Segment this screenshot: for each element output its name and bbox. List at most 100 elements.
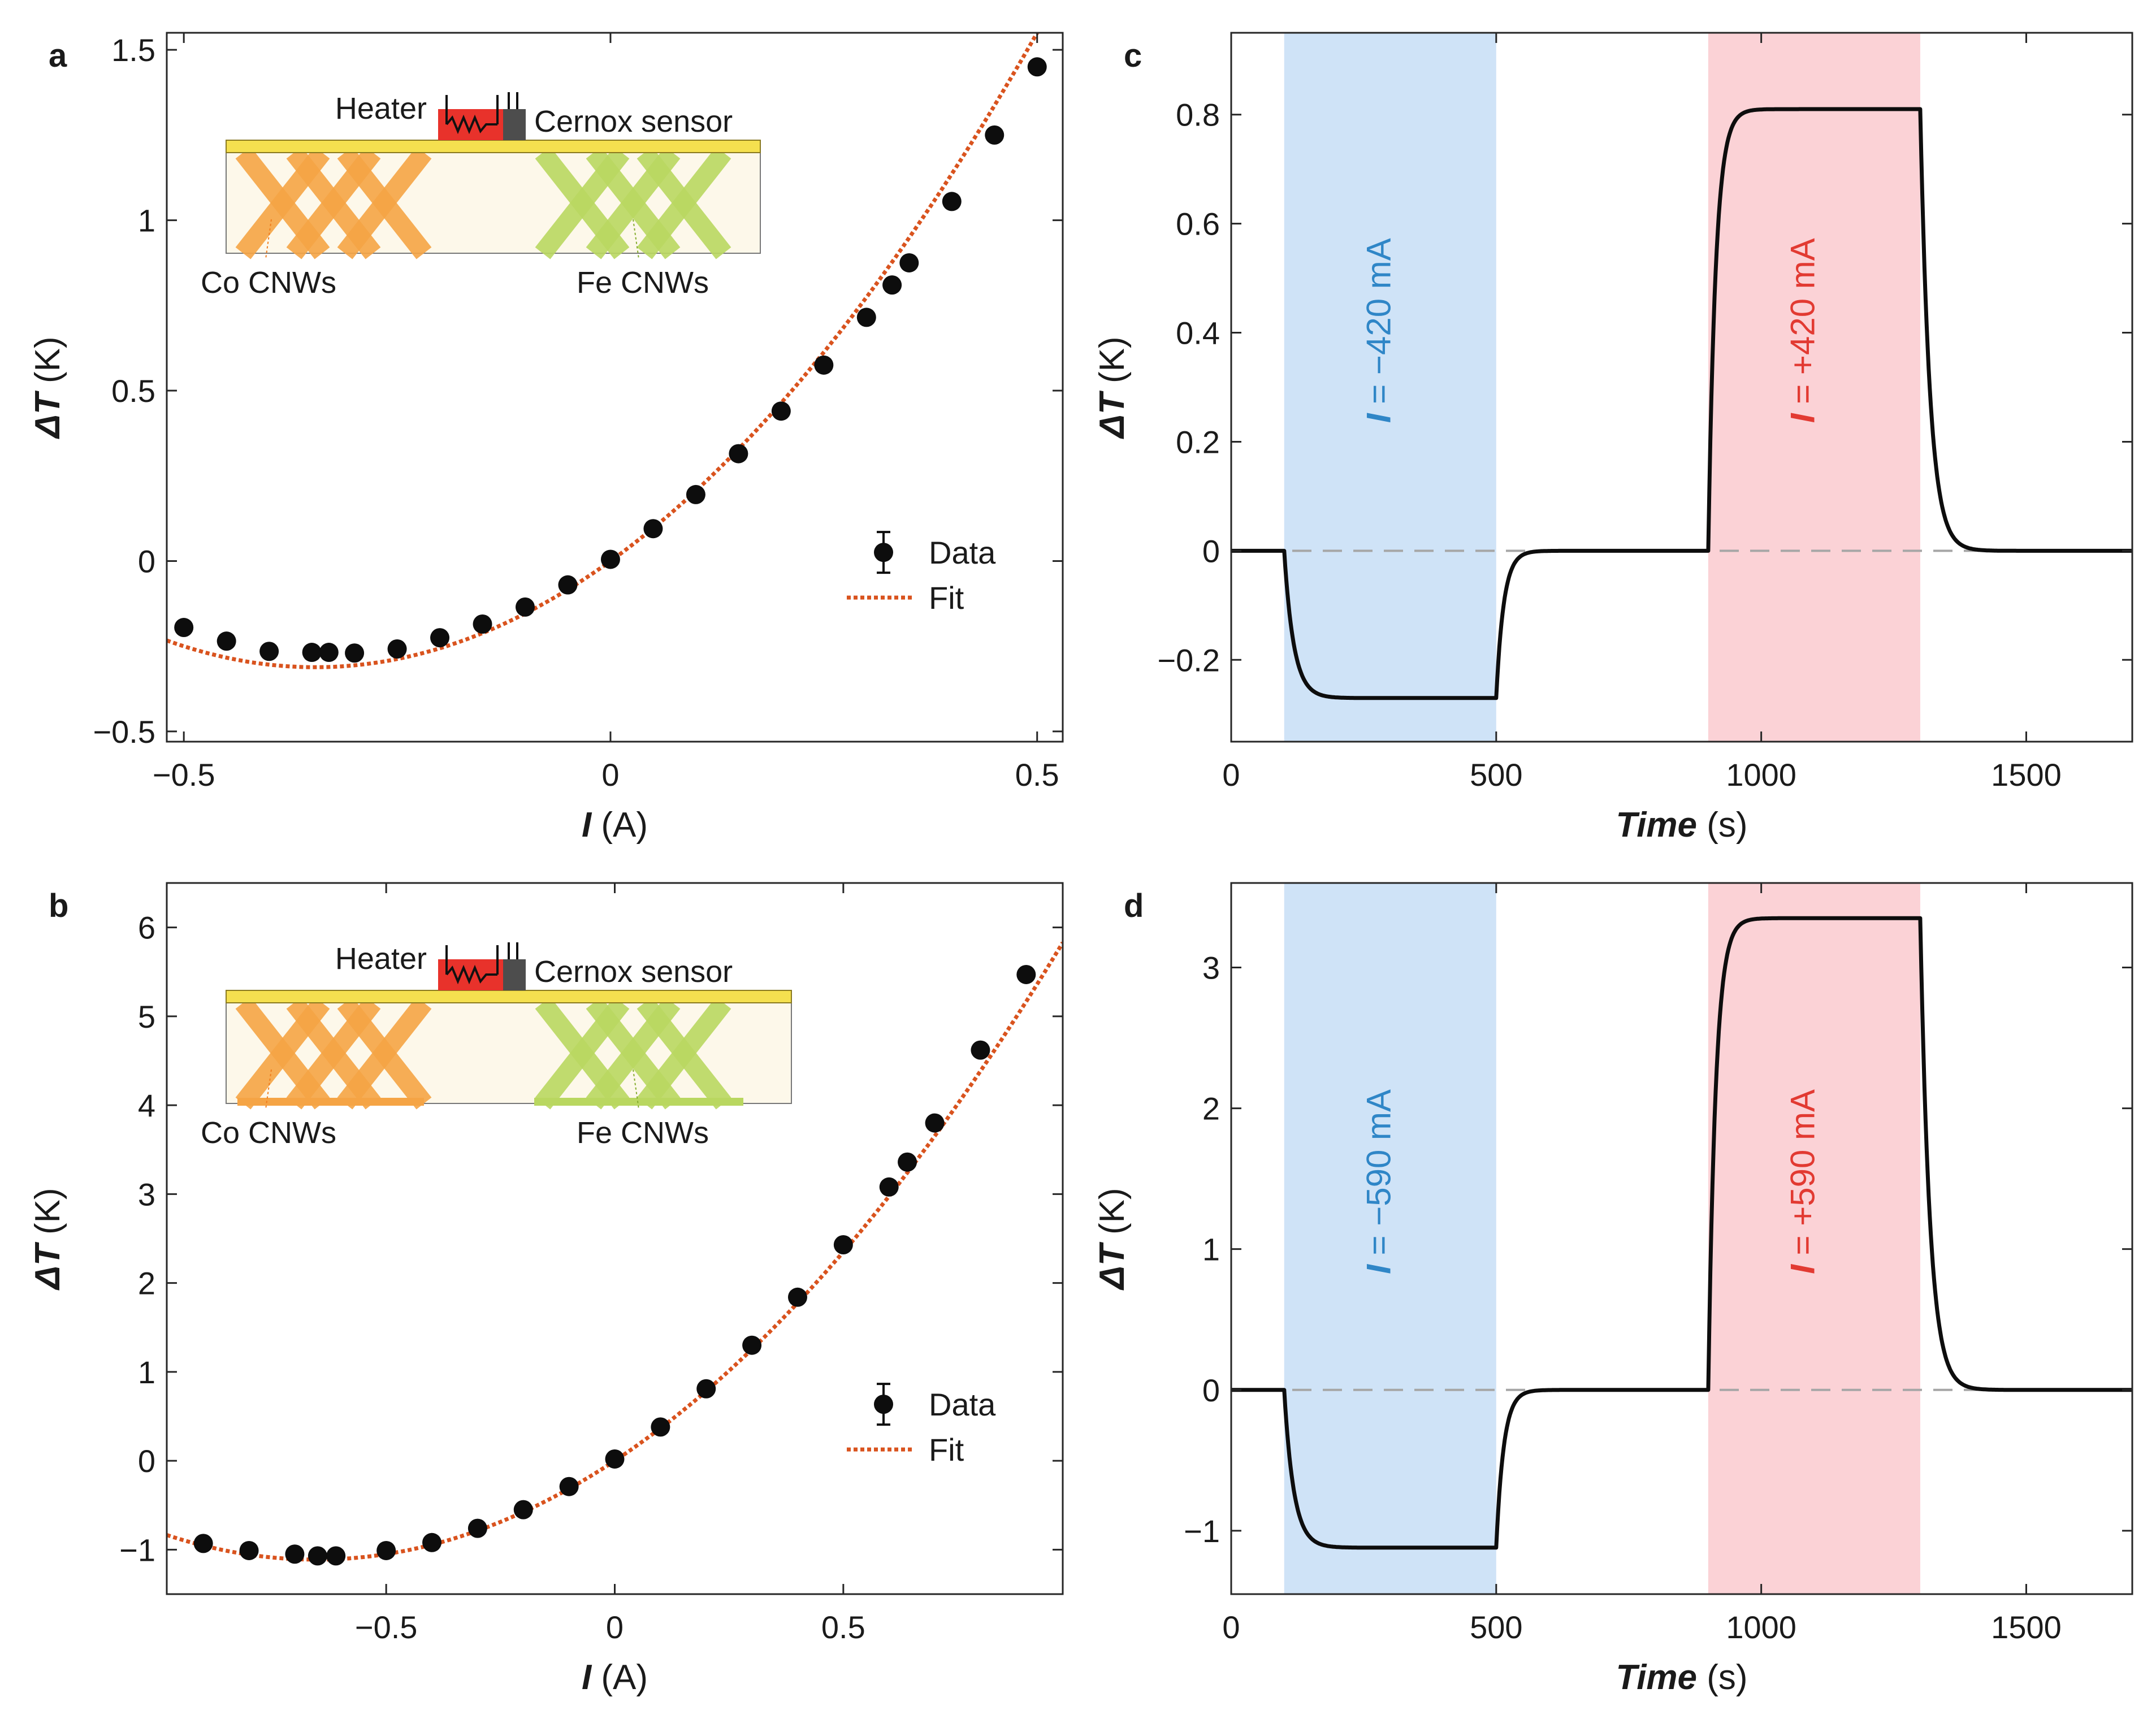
legend-data-marker (874, 543, 893, 562)
x-axis-unit: (A) (591, 806, 648, 845)
data-point (600, 549, 620, 569)
data-point (882, 275, 902, 295)
legend-data-marker (874, 1395, 893, 1414)
y-tick-label: 3 (138, 1176, 155, 1212)
y-axis-symbol: ΔT (28, 390, 67, 439)
y-tick-label: 1 (138, 203, 155, 239)
y-tick-label: 4 (138, 1088, 155, 1123)
co-nanowire (337, 997, 432, 1110)
panel-c: cI = −420 mAI = +420 mA0 500 1000 1500−0.20… (1093, 32, 2133, 845)
y-tick-label: −1 (119, 1532, 155, 1568)
co-base (237, 1098, 424, 1106)
y-tick-label: 1 (138, 1354, 155, 1390)
data-point (285, 1544, 305, 1564)
y-tick-label: 0.6 (1176, 206, 1220, 242)
band-negative (1284, 33, 1496, 742)
y-axis-label: ΔT (K) (1093, 1188, 1132, 1290)
data-point (387, 639, 407, 659)
y-tick-label: 3 (1202, 950, 1220, 985)
data-point (193, 1534, 213, 1553)
data-point (174, 618, 194, 638)
x-tick-label: −0.5 (153, 757, 215, 793)
y-axis-symbol: ΔT (1093, 1241, 1132, 1291)
sensor-label: Cernox sensor (534, 105, 733, 138)
x-axis-unit: (s) (1697, 806, 1748, 845)
sensor-label: Cernox sensor (534, 955, 733, 989)
data-point (1016, 964, 1036, 984)
y-axis-unit: (K) (28, 336, 67, 393)
y-tick-label: 0.8 (1176, 97, 1220, 133)
y-tick-label: 0 (1202, 1373, 1220, 1408)
heater-label: Heater (335, 92, 427, 125)
data-point (814, 355, 834, 375)
plot-frame (1230, 32, 2133, 743)
co-label: Co CNWs (201, 1116, 336, 1150)
band-negative (1284, 883, 1496, 1594)
band-current-symbol: I (1783, 413, 1821, 423)
band-current-value: = +590 mA (1783, 1089, 1821, 1265)
x-axis-unit: (A) (591, 1658, 648, 1697)
data-point (473, 614, 492, 634)
panel-letter: b (49, 888, 68, 924)
x-axis-symbol: I (582, 806, 592, 845)
band-positive (1708, 33, 1920, 742)
data-point (558, 575, 578, 595)
sensor-block (503, 109, 526, 140)
co-label: Co CNWs (201, 266, 336, 300)
x-tick-label: 1500 (1991, 757, 2062, 793)
data-point (925, 1113, 945, 1133)
y-tick-label: 0 (138, 1443, 155, 1479)
contact-stripe (226, 140, 761, 153)
x-tick-label: 1000 (1726, 1609, 1796, 1645)
y-tick-label: 5 (138, 999, 155, 1034)
y-tick-label: 1 (1202, 1232, 1220, 1267)
x-tick-label: 1000 (1726, 757, 1796, 793)
panel-d: dI = −590 mAI = +590 mA0 500 1000 1500−1012… (1093, 882, 2133, 1697)
data-point (771, 401, 791, 421)
data-point (696, 1379, 716, 1399)
x-tick-label: 1500 (1991, 1609, 2062, 1645)
data-point (217, 631, 236, 651)
fe-nanowire (637, 146, 731, 259)
band-current-symbol: I (1360, 1264, 1397, 1274)
data-point (376, 1540, 396, 1560)
data-point (345, 643, 365, 663)
y-axis-label: ΔT (K) (28, 1188, 67, 1290)
data-point (605, 1449, 625, 1469)
data-point (898, 1152, 917, 1172)
data-point (856, 308, 876, 327)
x-tick-label: 500 (1470, 757, 1522, 793)
panel-b: b −0.5 0 0.5 −1 0 1 2 3 4 5 6 I (A) ΔT (K) Data Fit Heat… (28, 882, 1064, 1697)
co-pointer (265, 1069, 272, 1110)
data-point (686, 484, 705, 504)
fe-nanowire (637, 997, 731, 1110)
legend-fit-label: Fit (929, 580, 964, 616)
y-tick-label: 6 (138, 910, 155, 946)
data-point (985, 125, 1005, 145)
y-axis-label: ΔT (K) (1093, 336, 1132, 439)
contact-stripe (226, 990, 792, 1003)
data-point (467, 1518, 487, 1538)
x-axis-symbol: Time (1616, 1658, 1697, 1697)
band-label-negative: I = −590 mA (1360, 1089, 1397, 1274)
y-axis-unit: (K) (28, 1188, 67, 1244)
panel-a: a −0.5 0 0.5 −0.5 0 0.5 1 1.5 I (A) ΔT (K) Data Fit H… (28, 32, 1064, 845)
band-current-value: = +420 mA (1783, 238, 1821, 413)
data-point (559, 1477, 579, 1496)
resistor-icon (445, 964, 497, 985)
data-point (742, 1335, 762, 1355)
y-tick-label: 0 (1202, 533, 1220, 569)
y-axis-label: ΔT (K) (28, 336, 67, 439)
y-axis-symbol: ΔT (28, 1241, 67, 1291)
band-positive (1708, 883, 1920, 1594)
fe-label: Fe CNWs (577, 266, 709, 300)
band-current-value: = −590 mA (1360, 1089, 1397, 1265)
y-tick-label: 0.5 (111, 373, 155, 409)
x-tick-label: 0 (601, 757, 619, 793)
panel-letter: a (49, 37, 67, 74)
fe-pointer (633, 1069, 639, 1110)
y-axis-unit: (K) (1093, 336, 1132, 393)
legend-fit-label: Fit (929, 1432, 964, 1467)
x-axis-symbol: Time (1616, 806, 1697, 845)
x-axis-symbol: I (582, 1658, 592, 1697)
